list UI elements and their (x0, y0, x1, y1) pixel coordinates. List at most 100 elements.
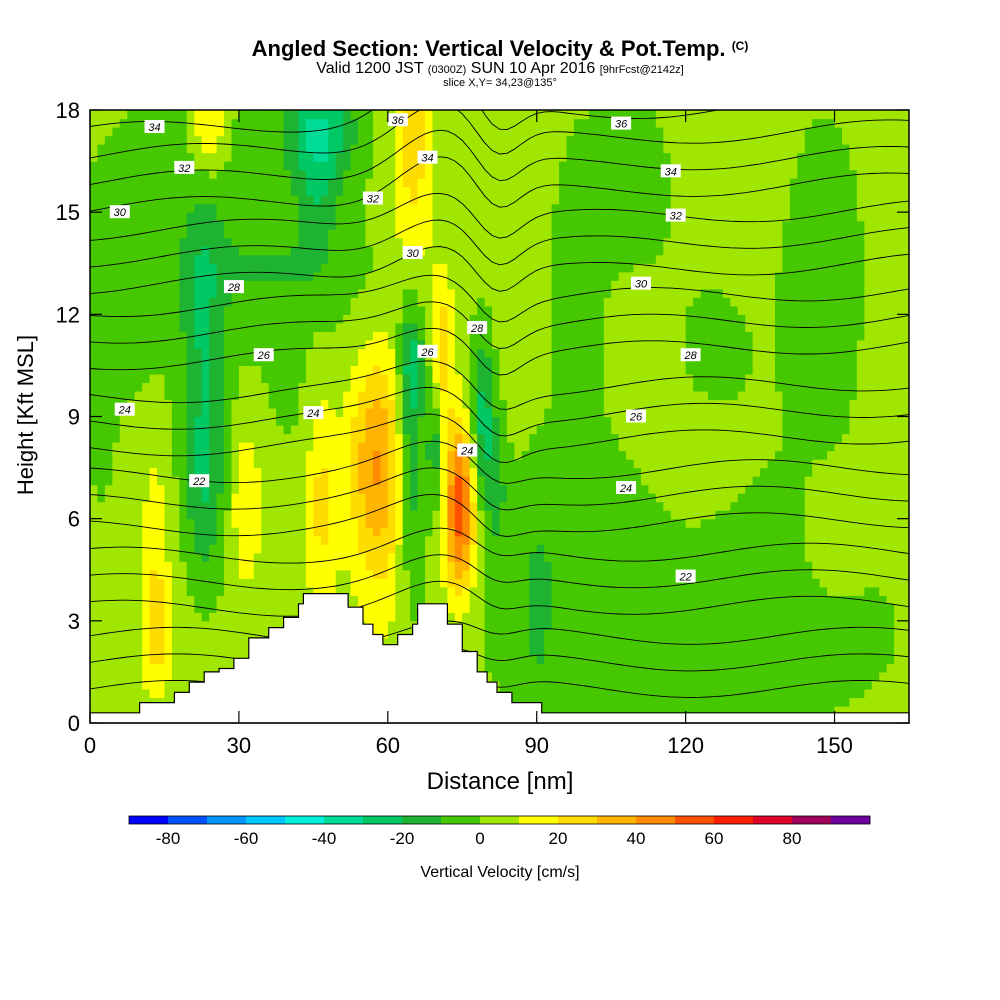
velocity-cell (760, 595, 769, 605)
velocity-cell (514, 671, 523, 682)
velocity-cell (119, 425, 128, 435)
velocity-cell (685, 637, 694, 647)
velocity-cell (737, 663, 746, 673)
velocity-cell (789, 425, 798, 435)
velocity-cell (350, 390, 359, 401)
velocity-cell (640, 705, 650, 716)
velocity-cell (447, 365, 456, 375)
velocity-cell (737, 552, 746, 562)
velocity-cell (581, 407, 590, 418)
velocity-cell (886, 382, 895, 392)
velocity-cell (514, 544, 523, 554)
velocity-cell (529, 433, 538, 443)
velocity-cell (566, 680, 575, 690)
velocity-cell (648, 705, 657, 716)
velocity-cell (343, 561, 352, 571)
velocity-cell (581, 356, 590, 367)
velocity-cell (804, 637, 813, 647)
velocity-cell (752, 339, 761, 349)
velocity-cell (477, 484, 486, 494)
velocity-cell (387, 561, 396, 571)
velocity-cell (410, 603, 419, 613)
velocity-cell (901, 510, 909, 520)
velocity-cell (484, 535, 493, 545)
velocity-cell (864, 484, 873, 494)
velocity-cell (521, 680, 530, 690)
velocity-cell (879, 688, 888, 699)
velocity-cell (551, 663, 560, 673)
velocity-cell (752, 688, 761, 699)
velocity-cell (521, 527, 530, 537)
velocity-cell (633, 339, 642, 349)
velocity-cell (886, 535, 895, 545)
velocity-cell (886, 629, 895, 639)
velocity-cell (529, 356, 538, 367)
velocity-cell (194, 518, 203, 528)
velocity-cell (320, 484, 329, 494)
velocity-cell (313, 450, 322, 460)
velocity-cell (559, 688, 568, 699)
velocity-cell (834, 518, 843, 528)
velocity-cell (157, 510, 166, 520)
velocity-cell (201, 518, 210, 528)
velocity-cell (566, 671, 575, 682)
velocity-cell (395, 450, 404, 460)
velocity-cell (752, 671, 761, 682)
velocity-cell (171, 654, 180, 664)
velocity-cell (298, 399, 307, 409)
velocity-cell (499, 407, 508, 418)
velocity-cell (380, 459, 389, 469)
velocity-cell (707, 680, 717, 690)
velocity-cell (626, 629, 635, 639)
velocity-cell (797, 595, 806, 605)
velocity-cell (492, 484, 501, 494)
velocity-cell (492, 442, 501, 452)
velocity-cell (864, 510, 873, 520)
velocity-cell (112, 561, 121, 571)
velocity-cell (730, 339, 739, 349)
velocity-cell (678, 442, 687, 452)
velocity-cell (529, 407, 538, 418)
velocity-cell (588, 356, 597, 367)
velocity-cell (157, 416, 166, 426)
velocity-cell (618, 688, 627, 699)
velocity-cell (551, 612, 560, 622)
velocity-cell (343, 544, 352, 554)
velocity-cell (432, 518, 441, 528)
velocity-cell (618, 697, 627, 707)
velocity-cell (633, 356, 642, 367)
velocity-cell (90, 688, 99, 699)
velocity-cell (365, 416, 374, 426)
velocity-cell (417, 433, 426, 443)
velocity-cell (715, 629, 724, 639)
velocity-cell (559, 569, 568, 579)
velocity-cell (789, 663, 798, 673)
velocity-cell (596, 544, 605, 554)
velocity-cell (246, 527, 255, 537)
velocity-cell (298, 476, 307, 486)
velocity-cell (760, 467, 769, 477)
velocity-cell (365, 535, 374, 545)
velocity-cell (283, 365, 292, 375)
velocity-cell (90, 442, 99, 452)
velocity-cell (238, 586, 247, 596)
velocity-cell (760, 569, 769, 579)
velocity-cell (90, 467, 99, 477)
velocity-cell (760, 620, 769, 630)
velocity-cell (402, 365, 411, 375)
velocity-cell (358, 493, 367, 503)
velocity-cell (380, 356, 389, 367)
velocity-cell (447, 433, 456, 443)
velocity-cell (693, 493, 702, 503)
velocity-cell (432, 373, 441, 384)
velocity-cell (149, 637, 158, 647)
velocity-cell (402, 382, 411, 392)
velocity-cell (142, 407, 151, 418)
velocity-cell (789, 586, 798, 596)
velocity-cell (276, 382, 285, 392)
velocity-cell (678, 433, 687, 443)
velocity-cell (372, 467, 381, 477)
velocity-cell (633, 467, 642, 477)
velocity-cell (454, 518, 463, 528)
velocity-cell (544, 552, 553, 562)
